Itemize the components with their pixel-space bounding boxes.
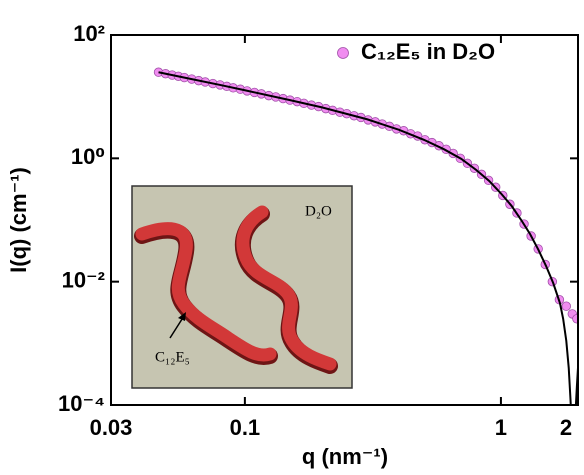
x-axis-label: q (nm⁻¹) xyxy=(302,444,388,469)
legend-label: C₁₂E₅ in D₂O xyxy=(361,39,495,64)
inset-arrowhead xyxy=(178,312,186,321)
data-point xyxy=(572,314,578,324)
x-tick-label: 2 xyxy=(560,415,572,440)
y-tick-label: 10⁻⁴ xyxy=(58,391,105,416)
x-tick-label: 0.03 xyxy=(90,415,133,440)
y-tick-label: 10⁰ xyxy=(71,144,105,169)
micelle xyxy=(236,205,337,371)
micelle xyxy=(135,222,277,362)
x-tick-label: 1 xyxy=(495,415,507,440)
inset: D₂O C₁₂E₅ xyxy=(131,185,353,389)
fit-line xyxy=(158,71,578,405)
x-tick-label: 0.1 xyxy=(230,415,261,440)
plot-area xyxy=(153,67,578,405)
inset-label: C₁₂E₅ xyxy=(155,349,190,365)
y-tick-label: 10² xyxy=(73,21,105,46)
plot-frame xyxy=(110,34,579,406)
legend-marker xyxy=(337,47,349,59)
y-axis-label: I(q) (cm⁻¹) xyxy=(6,167,31,273)
inset-label: D₂O xyxy=(305,203,332,219)
data-point xyxy=(561,301,571,311)
inset-arrow xyxy=(169,315,185,339)
y-tick-label: 10⁻² xyxy=(62,267,105,292)
